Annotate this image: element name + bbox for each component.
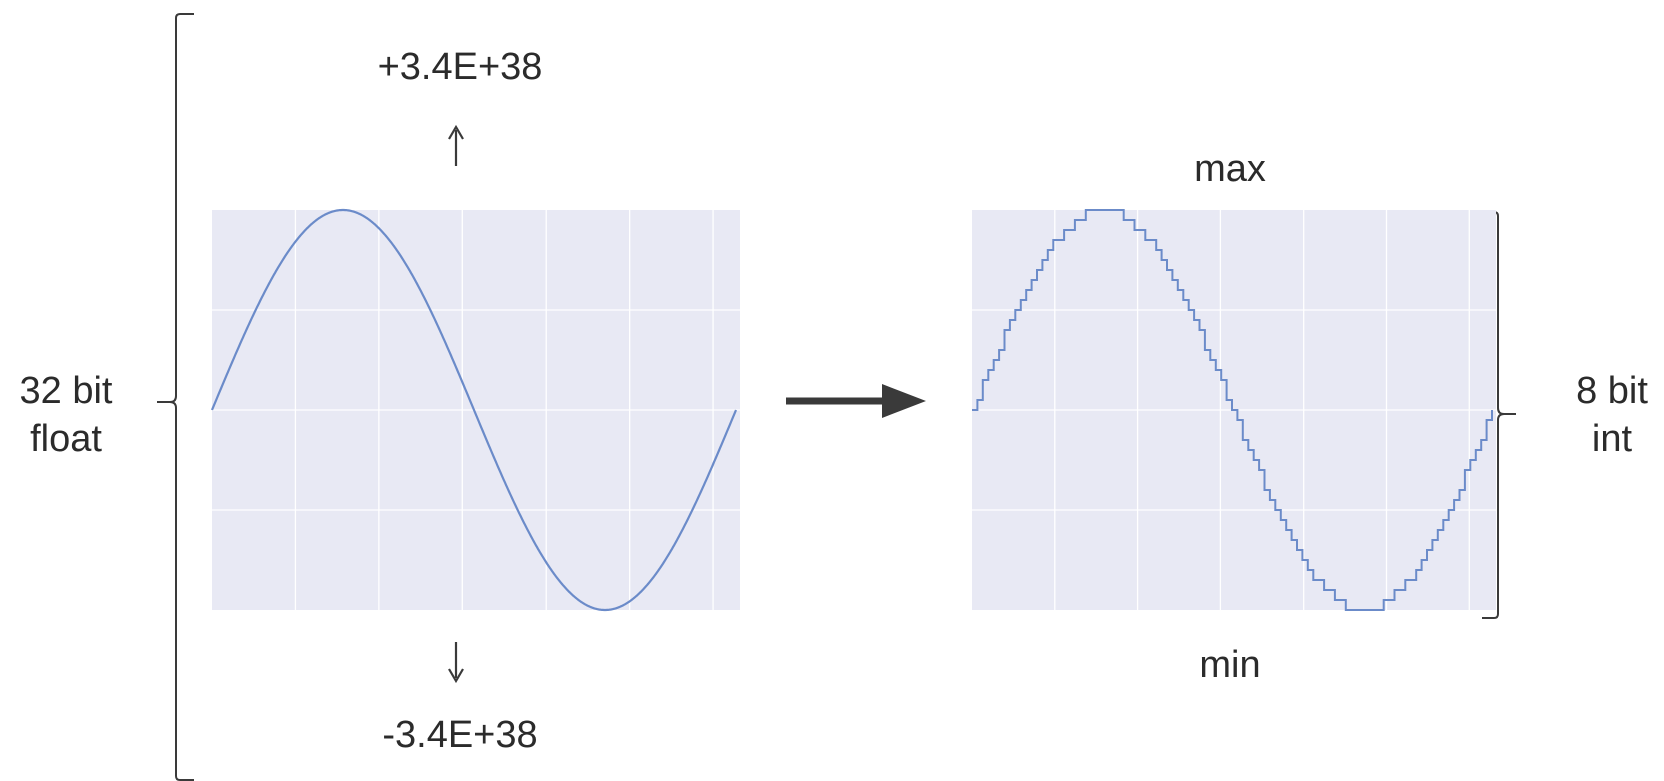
target-type-label: 8 bit int (1576, 370, 1648, 460)
float-range-bracket (157, 13, 194, 781)
int-signal-chart (972, 209, 1496, 611)
source-type-label: 32 bit float (19, 370, 113, 460)
int-grid (972, 210, 1496, 610)
int-max-label: max (1194, 148, 1266, 190)
int-sine-staircase (972, 209, 1493, 611)
float-grid (212, 210, 740, 610)
float-sine-curve (210, 208, 738, 612)
arrow-down-icon (448, 642, 464, 684)
float-max-label: +3.4E+38 (377, 46, 543, 88)
arrow-right-icon (786, 384, 926, 418)
arrow-up-icon (448, 124, 464, 166)
float-signal-chart (210, 208, 740, 612)
int-min-label: min (1199, 644, 1261, 686)
float-min-label: -3.4E+38 (382, 714, 538, 756)
